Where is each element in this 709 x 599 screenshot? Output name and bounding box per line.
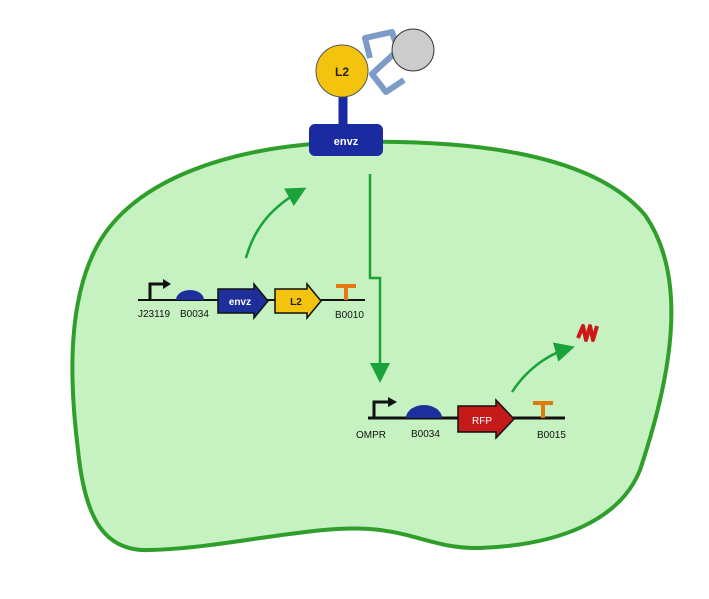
- l2-gene: [274, 281, 322, 321]
- promoter-arrowhead: [163, 279, 171, 289]
- construct-1: envz L2 J23119 B0034 B0010: [138, 279, 365, 321]
- envz-gene: [217, 281, 269, 321]
- rbs-label-b0034: B0034: [180, 309, 209, 320]
- rbs-dome-icon: [406, 405, 442, 418]
- promoter-arrow-icon: [148, 282, 165, 300]
- terminator-label-b0015: B0015: [537, 430, 566, 441]
- receptor-complex: L2 envz: [309, 28, 435, 156]
- expression-arrow-envz: [244, 187, 307, 259]
- cell-body: [70, 139, 674, 553]
- envz-receptor-box: [309, 124, 383, 156]
- terminator-t-icon: [533, 401, 553, 418]
- promoter-arrow-icon: [372, 400, 390, 418]
- envz-gene-label: envz: [229, 297, 251, 308]
- promoter-arrowhead-2: [388, 397, 397, 407]
- terminator-label-b0010: B0010: [335, 310, 364, 321]
- promoter-label-ompr: OMPR: [356, 430, 386, 441]
- rbs-dome-icon: [176, 290, 204, 300]
- signal-arrow: [368, 174, 390, 383]
- l2-gene-label: L2: [290, 297, 302, 308]
- promoter-label-j23119: J23119: [138, 309, 171, 320]
- rfp-gene: [457, 398, 516, 440]
- ligand-circle: [315, 44, 369, 98]
- terminator-t-icon: [336, 284, 356, 300]
- envz-receptor-label: envz: [334, 136, 359, 148]
- rfp-protein-squiggle-icon: [576, 324, 599, 342]
- ligand-label: L2: [335, 65, 349, 79]
- rfp-gene-label: RFP: [472, 416, 492, 427]
- expression-arrow-rfp: [510, 342, 575, 393]
- rbs-label-b0034-2: B0034: [411, 429, 440, 440]
- construct-2: RFP OMPR B0034 B0015: [356, 397, 566, 441]
- partner-circle: [391, 28, 435, 72]
